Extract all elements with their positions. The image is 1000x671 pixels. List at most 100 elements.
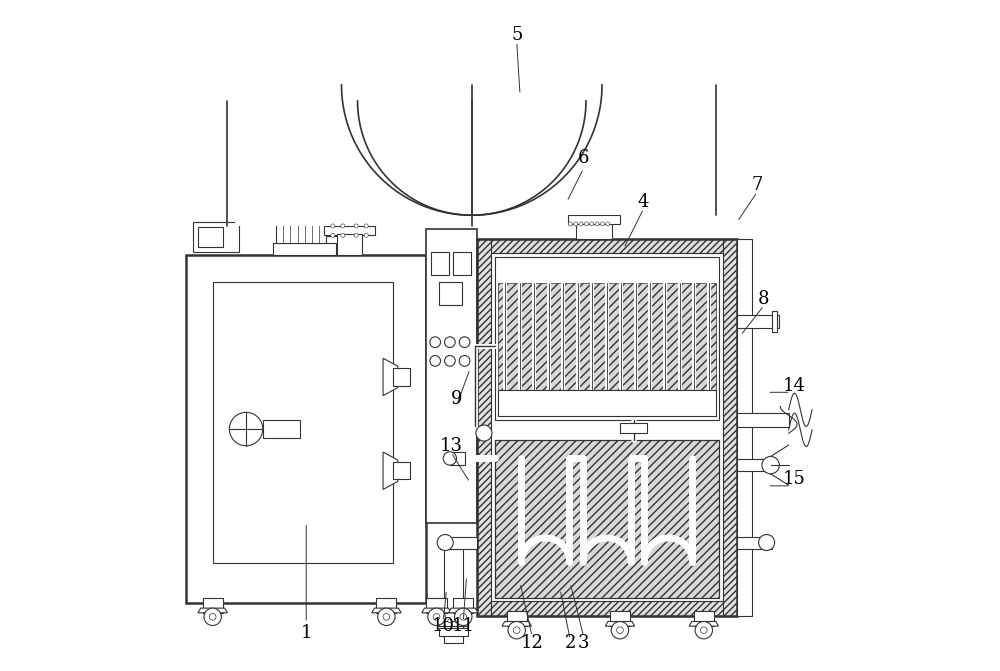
Bar [426, 598, 447, 613]
Circle shape [341, 224, 345, 228]
Circle shape [476, 425, 492, 441]
Polygon shape [372, 608, 401, 613]
Circle shape [459, 356, 470, 366]
Text: 9: 9 [451, 390, 462, 408]
Polygon shape [422, 608, 451, 613]
Circle shape [433, 613, 440, 620]
Text: 10: 10 [432, 617, 455, 635]
Circle shape [460, 613, 467, 620]
Circle shape [448, 619, 452, 623]
Circle shape [574, 222, 578, 226]
Circle shape [513, 627, 520, 633]
Bar [324, 226, 375, 236]
Bar [737, 315, 779, 328]
Bar [495, 440, 719, 598]
Text: 1: 1 [300, 624, 312, 642]
Bar [498, 283, 716, 416]
Text: 5: 5 [511, 25, 522, 44]
Text: 4: 4 [638, 193, 649, 211]
Text: 12: 12 [521, 634, 544, 652]
Bar [453, 252, 471, 275]
Bar [610, 611, 630, 626]
Bar [203, 598, 223, 613]
Bar [453, 598, 473, 613]
Text: 13: 13 [440, 437, 463, 455]
Circle shape [508, 621, 525, 639]
Bar [263, 420, 300, 437]
Bar [439, 628, 468, 636]
Text: 3: 3 [578, 634, 589, 652]
Bar [737, 413, 789, 427]
Circle shape [341, 234, 345, 238]
Circle shape [455, 619, 459, 623]
Bar [495, 440, 719, 598]
Circle shape [364, 234, 368, 238]
Text: 8: 8 [758, 290, 770, 308]
Bar [393, 368, 410, 386]
Circle shape [459, 337, 470, 348]
Bar [440, 537, 477, 549]
Bar [507, 611, 527, 626]
Circle shape [364, 224, 368, 228]
Bar [694, 611, 714, 626]
Polygon shape [449, 608, 478, 613]
Circle shape [600, 222, 604, 226]
Circle shape [354, 224, 358, 228]
Bar [495, 256, 719, 419]
Bar [450, 452, 465, 465]
Circle shape [762, 456, 779, 474]
Circle shape [428, 608, 445, 625]
Bar [393, 462, 410, 480]
Text: 2: 2 [564, 634, 576, 652]
Circle shape [331, 224, 335, 228]
Text: 15: 15 [783, 470, 805, 488]
Circle shape [204, 608, 221, 625]
Bar [568, 215, 620, 224]
Circle shape [617, 627, 623, 633]
Bar [326, 203, 341, 236]
Circle shape [700, 627, 707, 633]
Bar [737, 459, 775, 471]
Circle shape [378, 608, 395, 625]
Circle shape [462, 619, 466, 623]
Circle shape [606, 222, 610, 226]
Circle shape [445, 356, 455, 366]
Polygon shape [198, 608, 227, 613]
Circle shape [430, 337, 441, 348]
Circle shape [611, 621, 629, 639]
Bar [477, 601, 737, 616]
Circle shape [437, 535, 453, 550]
Bar [723, 239, 737, 616]
Bar [737, 239, 752, 616]
Polygon shape [689, 621, 719, 626]
Bar [198, 227, 223, 248]
Bar [193, 222, 239, 252]
Bar [772, 311, 777, 332]
Polygon shape [502, 621, 531, 626]
Circle shape [430, 356, 441, 366]
Circle shape [383, 613, 390, 620]
Polygon shape [480, 101, 708, 215]
Circle shape [695, 621, 712, 639]
Bar [431, 252, 449, 275]
Bar [439, 621, 468, 626]
Polygon shape [383, 452, 398, 489]
Bar [576, 220, 612, 239]
Circle shape [455, 608, 472, 625]
Circle shape [441, 619, 445, 623]
Circle shape [445, 337, 455, 348]
Circle shape [590, 222, 594, 226]
Circle shape [443, 452, 457, 465]
Circle shape [579, 222, 583, 226]
Bar [444, 550, 463, 643]
Bar [477, 239, 737, 616]
Circle shape [354, 234, 358, 238]
Circle shape [759, 535, 775, 550]
Circle shape [229, 413, 263, 446]
Bar [426, 229, 477, 523]
Bar [376, 598, 396, 613]
Bar [477, 239, 737, 254]
Circle shape [595, 222, 599, 226]
Polygon shape [235, 101, 464, 226]
Bar [276, 195, 326, 244]
